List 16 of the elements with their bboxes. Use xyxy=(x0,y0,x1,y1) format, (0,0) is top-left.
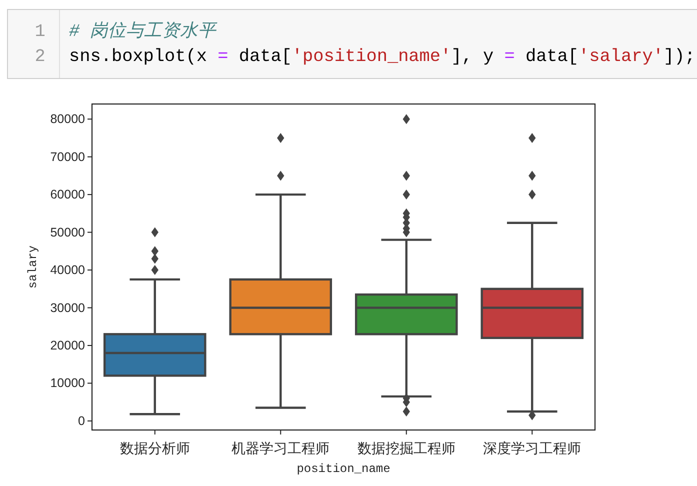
y-tick-label: 70000 xyxy=(50,150,86,164)
y-tick-label: 50000 xyxy=(50,225,86,240)
y-tick-label: 40000 xyxy=(50,263,86,278)
x-tick-label: 机器学习工程师 xyxy=(232,441,330,457)
y-tick-label: 30000 xyxy=(50,300,86,315)
y-axis-title: salary xyxy=(26,245,40,289)
x-tick-label: 数据分析师 xyxy=(120,441,190,457)
y-tick-label: 0 xyxy=(78,414,86,428)
y-tick-label: 60000 xyxy=(50,188,86,202)
x-tick-label: 数据挖掘工程师 xyxy=(357,441,456,457)
code-cell: 1 2 # 岗位与工资水平 sns.boxplot(x = data['position_name'], y = data['salary']); xyxy=(7,9,697,79)
y-tick-label: 10000 xyxy=(50,376,86,390)
y-tick-label: 20000 xyxy=(50,338,86,352)
x-tick-label: 深度学习工程师 xyxy=(483,441,582,457)
y-tick-label: 80000 xyxy=(50,112,86,126)
x-axis-title: position_name xyxy=(296,462,390,476)
